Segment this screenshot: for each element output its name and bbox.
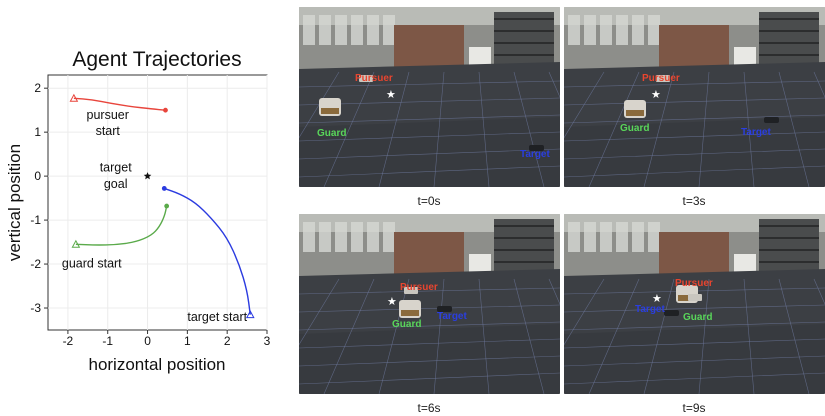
- guard-label: Guard: [392, 319, 422, 330]
- guard-trajectory: [75, 205, 168, 246]
- start-marker: [69, 93, 79, 102]
- guard-label: Guard: [317, 128, 347, 139]
- pursuer-label: Pursuer: [355, 73, 393, 84]
- target-label: Target: [437, 311, 467, 322]
- end-marker: [161, 186, 167, 191]
- pursuer-label: Pursuer: [642, 73, 680, 84]
- guard-label: Guard: [683, 312, 713, 323]
- guard-label: Guard: [620, 123, 650, 134]
- snapshot-caption: t=9s: [682, 401, 706, 415]
- snapshot-caption: t=0s: [417, 194, 441, 208]
- x-tick-label: -2: [63, 334, 74, 348]
- snapshot-caption: t=6s: [417, 401, 441, 415]
- snapshot-t6: [299, 214, 560, 394]
- chart-title: Agent Trajectories: [72, 48, 241, 71]
- snapshot-t3: [564, 7, 825, 187]
- y-tick-label: 1: [34, 125, 41, 139]
- goal-star-marker: [143, 172, 152, 180]
- target-label: Target: [520, 149, 550, 160]
- lab-scene-image: [564, 214, 825, 394]
- target-label: Target: [635, 304, 665, 315]
- pursuer-label: Pursuer: [675, 278, 713, 289]
- snapshot-caption: t=3s: [682, 194, 706, 208]
- start-marker: [71, 239, 81, 248]
- pursuer-trajectory: [73, 97, 166, 111]
- y-tick-label: -3: [30, 301, 41, 315]
- annotation-label: target start: [187, 310, 247, 324]
- lab-scene-image: [299, 214, 560, 394]
- y-axis-label: vertical position: [5, 144, 24, 261]
- lab-scene-image: [299, 7, 560, 187]
- goal-star-icon: ★: [387, 296, 397, 308]
- snapshot-t0: [299, 7, 560, 187]
- target-label: Target: [741, 127, 771, 138]
- pursuer-label: Pursuer: [400, 282, 438, 293]
- y-tick-label: -1: [30, 213, 41, 227]
- end-marker: [163, 107, 168, 113]
- snapshot-t9: [564, 214, 825, 394]
- x-tick-label: 0: [144, 334, 151, 348]
- goal-star-icon: ★: [652, 293, 662, 305]
- y-tick-label: 0: [34, 169, 41, 183]
- x-axis-label: horizontal position: [88, 355, 225, 374]
- y-tick-label: -2: [30, 257, 41, 271]
- annotation-label: guard start: [62, 257, 122, 271]
- annotation-label: pursuer: [87, 108, 129, 122]
- x-tick-label: 2: [224, 334, 231, 348]
- end-marker: [164, 203, 170, 209]
- start-marker: [245, 310, 255, 319]
- lab-scene-image: [564, 7, 825, 187]
- x-tick-label: 1: [184, 334, 191, 348]
- annotation-label: target: [100, 161, 132, 175]
- annotation-label: goal: [104, 177, 128, 191]
- target-trajectory: [164, 187, 251, 315]
- goal-star-icon: ★: [386, 89, 396, 101]
- goal-star-icon: ★: [651, 89, 661, 101]
- y-tick-label: 2: [34, 81, 41, 95]
- plot-frame: [47, 74, 268, 331]
- x-tick-label: 3: [264, 334, 271, 348]
- annotation-label: start: [96, 124, 121, 138]
- x-tick-label: -1: [102, 334, 113, 348]
- trajectory-chart: -2 -1 0 1 2 3 2 1 0 -1 -2 -3 Agent Trajectories horiz…: [5, 48, 271, 374]
